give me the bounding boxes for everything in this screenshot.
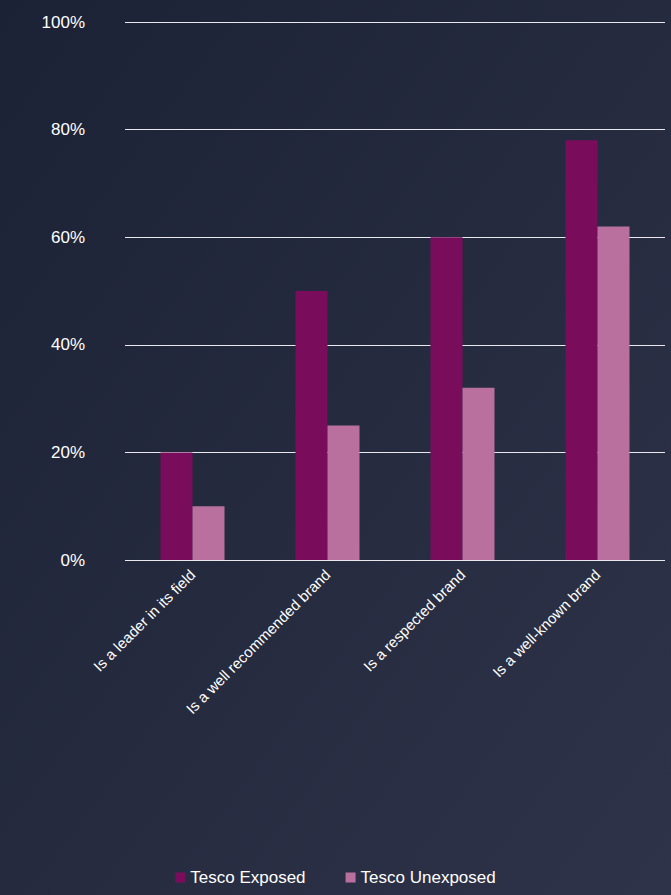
svg-text:Is a leader in its field: Is a leader in its field bbox=[90, 566, 199, 675]
svg-text:100%: 100% bbox=[42, 13, 85, 32]
svg-text:Tesco Unexposed: Tesco Unexposed bbox=[361, 868, 496, 887]
svg-text:60%: 60% bbox=[51, 228, 85, 247]
svg-text:80%: 80% bbox=[51, 120, 85, 139]
svg-text:Tesco Exposed: Tesco Exposed bbox=[190, 868, 305, 887]
svg-text:Is a well-known brand: Is a well-known brand bbox=[489, 566, 603, 680]
svg-text:Is a respected brand: Is a respected brand bbox=[360, 566, 469, 675]
svg-text:0%: 0% bbox=[60, 551, 85, 570]
svg-text:20%: 20% bbox=[51, 443, 85, 462]
svg-text:40%: 40% bbox=[51, 335, 85, 354]
svg-text:Is a well recommended brand: Is a well recommended brand bbox=[182, 566, 333, 717]
